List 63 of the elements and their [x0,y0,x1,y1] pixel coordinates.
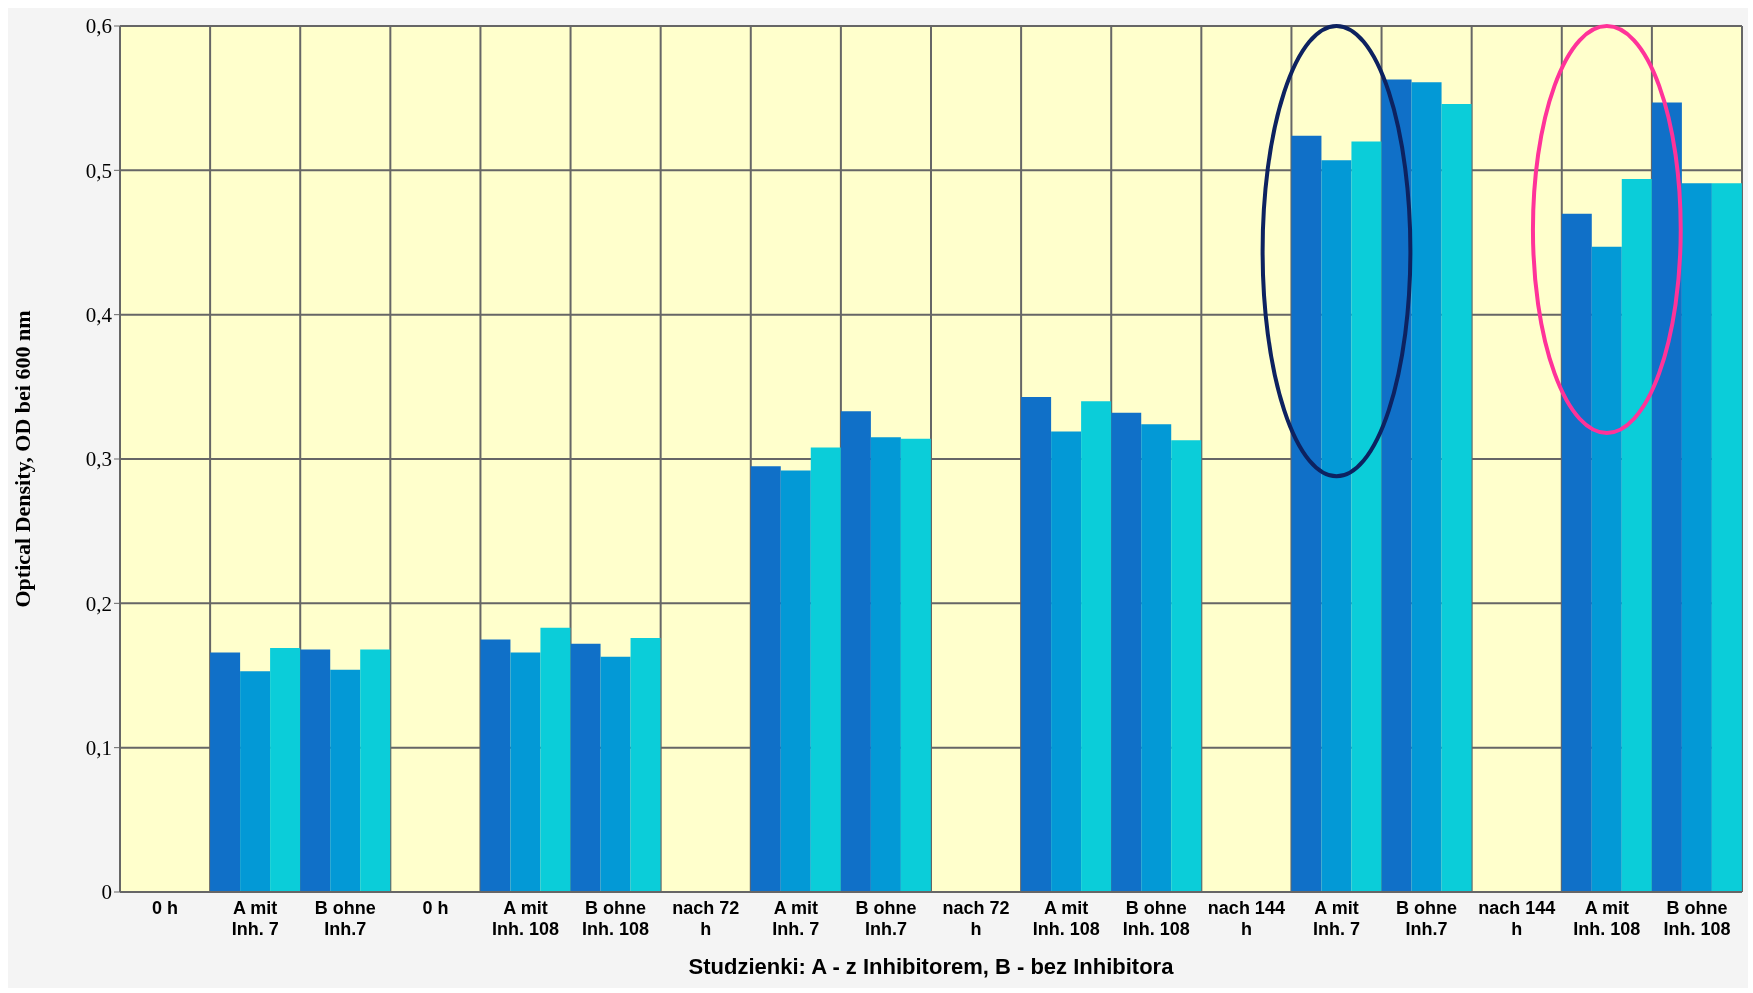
bar [1021,396,1052,892]
y-tick-label: 0,4 [85,303,113,328]
bar [1441,103,1472,892]
x-tick-label: 0 h [422,898,449,918]
bar [750,466,781,892]
bar [330,669,361,892]
bar [1291,135,1322,892]
bar [540,627,571,892]
bar [1411,82,1442,892]
x-tick-label: A mit Inh. 108 [491,898,560,939]
bar [240,671,271,892]
bar [780,470,811,892]
bar [1651,102,1682,892]
x-tick-label: B ohne Inh.7 [1396,898,1458,939]
bar [1051,431,1082,892]
bar [840,411,871,892]
x-tick-label: A mit Inh. 7 [1312,898,1361,939]
x-tick-label: B ohne Inh. 108 [1663,898,1731,939]
y-axis-title: Optical Density, OD bei 600 nm [9,310,35,608]
bar [630,637,661,892]
bar [1621,178,1652,892]
bar [300,649,331,892]
bar [510,652,541,892]
bar [1591,246,1622,892]
bar [810,447,841,892]
bar [1681,183,1712,892]
bar [1351,141,1382,892]
x-tick-label: A mit Inh. 7 [772,898,820,939]
x-tick-label: B ohne Inh. 108 [1122,898,1190,939]
y-tick-label: 0,5 [85,158,112,183]
x-tick-label: 0 h [152,898,179,918]
bar [1381,79,1412,892]
y-tick-label: 0,3 [85,447,112,472]
x-tick-label: A mit Inh. 7 [231,898,279,939]
x-tick-label: B ohne Inh.7 [314,898,376,939]
y-tick-label: 0,6 [85,14,112,39]
bar [1141,424,1172,892]
x-tick-label: B ohne Inh. 108 [582,898,650,939]
x-axis-title: Studzienki: A - z Inhibitorem, B - bez Inhibitora [687,954,1175,980]
bar [270,648,301,892]
x-tick-label: nach 144 h [1478,898,1556,939]
bar [1711,183,1742,892]
bar [1081,401,1112,892]
x-tick-label: A mit Inh. 108 [1032,898,1100,939]
x-tick-label: A mit Inh. 108 [1573,898,1641,939]
bar [1321,160,1352,892]
bar [1171,440,1202,892]
x-tick-label: nach 72 h [942,898,1010,939]
x-tick-label: B ohne Inh.7 [855,898,917,939]
y-tick-label: 0,1 [85,736,112,761]
bar [1111,412,1142,892]
bar [210,652,241,892]
bar [1561,213,1592,892]
x-tick-label: nach 72 h [672,898,740,939]
bar [360,649,391,892]
x-tick-label: nach 144 h [1207,898,1285,939]
bar [600,656,631,892]
bar [480,639,511,892]
y-tick-label: 0 [101,880,112,905]
bar [870,437,901,892]
y-tick-label: 0,2 [85,591,112,616]
bar [570,643,601,892]
bar [900,438,931,892]
